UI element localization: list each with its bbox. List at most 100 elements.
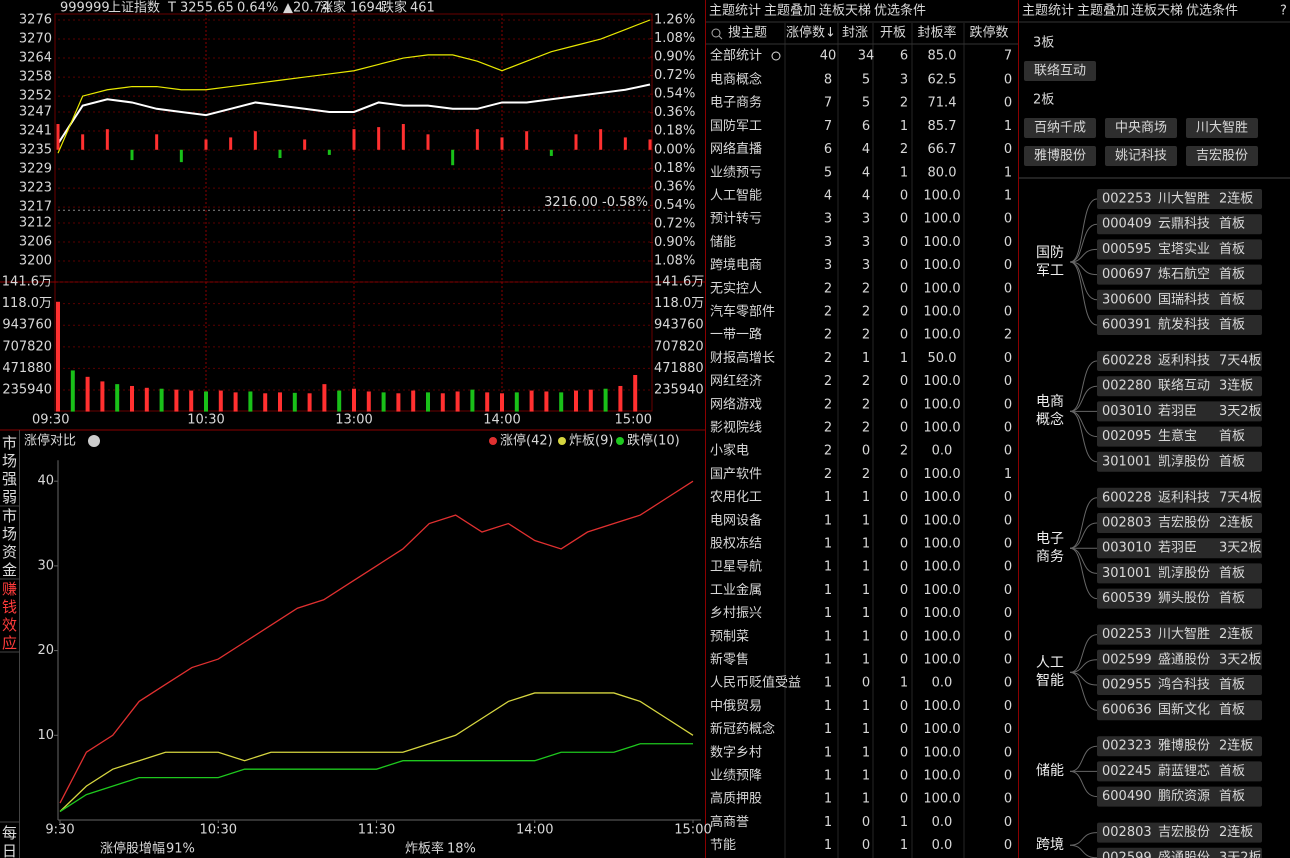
stock-button[interactable]	[1024, 118, 1096, 138]
tab[interactable]: 主题叠加	[1077, 4, 1129, 19]
theme-name[interactable]: 财报高增长	[710, 350, 775, 366]
theme-name[interactable]: 影视院线	[710, 421, 762, 436]
stock-name[interactable]: 川大智胜	[1158, 627, 1210, 642]
stock-code[interactable]: 000697	[1102, 267, 1152, 282]
theme-name[interactable]: 全部统计	[710, 48, 762, 64]
stock-tag[interactable]: 2连板	[1219, 626, 1253, 642]
tab[interactable]: 优选条件	[1186, 3, 1238, 19]
theme-name[interactable]: 国产软件	[710, 467, 762, 482]
column-header[interactable]: 搜主题	[728, 26, 767, 41]
tab[interactable]: 连板天梯	[1131, 3, 1183, 19]
search-icon[interactable]	[711, 28, 721, 38]
stock-name[interactable]: 吉宏股份	[1158, 825, 1210, 840]
stock-code[interactable]: 600636	[1102, 703, 1152, 718]
column-header[interactable]: 涨停数↓	[786, 25, 836, 41]
tab[interactable]: ?	[1280, 4, 1287, 19]
stock-button-label[interactable]: 川大智胜	[1196, 121, 1248, 136]
theme-name[interactable]: 卫星导航	[710, 559, 762, 575]
stock-name[interactable]: 炼石航空	[1158, 266, 1210, 282]
theme-name[interactable]: 业绩预降	[710, 769, 762, 784]
stock-button-label[interactable]: 吉宏股份	[1196, 149, 1248, 164]
stock-item[interactable]	[1097, 538, 1262, 559]
theme-name[interactable]: 高商誉	[710, 814, 749, 830]
stock-name[interactable]: 盛通股份	[1158, 850, 1210, 858]
stock-button[interactable]	[1024, 61, 1096, 81]
stock-code[interactable]: 000409	[1102, 217, 1152, 232]
theme-name[interactable]: 电子商务	[710, 95, 762, 111]
stock-button[interactable]	[1105, 118, 1177, 138]
stock-name[interactable]: 宝塔实业	[1158, 242, 1210, 257]
stock-item[interactable]	[1097, 513, 1262, 533]
stock-item[interactable]	[1097, 315, 1262, 335]
stock-item[interactable]	[1097, 761, 1262, 782]
theme-name[interactable]: 新零售	[710, 652, 749, 668]
theme-name[interactable]: 跨境电商	[710, 258, 762, 273]
theme-name[interactable]: 业绩预亏	[710, 165, 762, 180]
stock-tag[interactable]: 首板	[1219, 764, 1245, 779]
stock-button[interactable]	[1186, 146, 1258, 166]
theme-name[interactable]: 电网设备	[710, 512, 762, 528]
stock-code[interactable]: 600391	[1102, 318, 1152, 333]
tab[interactable]: 优选条件	[874, 3, 926, 19]
stock-item[interactable]	[1097, 239, 1262, 260]
theme-name[interactable]: 储能	[710, 235, 736, 250]
theme-name[interactable]: 国防军工	[710, 118, 762, 134]
stock-tag[interactable]: 3天2板	[1219, 850, 1262, 858]
theme-name[interactable]: 无实控人	[710, 281, 762, 296]
stock-code[interactable]: 600228	[1102, 354, 1152, 369]
stock-code[interactable]: 002253	[1102, 627, 1152, 642]
stock-tag[interactable]: 2连板	[1219, 191, 1253, 207]
theme-name[interactable]: 乡村振兴	[710, 606, 762, 621]
stock-item[interactable]	[1097, 189, 1262, 209]
stock-name[interactable]: 鸿合科技	[1158, 677, 1210, 693]
stock-name[interactable]: 生意宝	[1158, 428, 1197, 444]
stock-name[interactable]: 国瑞科技	[1158, 292, 1210, 307]
stock-button[interactable]	[1186, 118, 1258, 138]
stock-button-label[interactable]: 姚记科技	[1115, 149, 1167, 164]
stock-item[interactable]	[1097, 487, 1262, 508]
stock-tag[interactable]: 首板	[1219, 678, 1245, 693]
stock-name[interactable]: 鹏欣资源	[1158, 789, 1210, 804]
stock-item[interactable]	[1097, 401, 1262, 422]
column-header[interactable]: 开板	[880, 26, 906, 41]
theme-name[interactable]: 节能	[710, 838, 736, 853]
stock-item[interactable]	[1097, 847, 1262, 858]
theme-name[interactable]: 数字乡村	[710, 745, 762, 760]
stock-tag[interactable]: 3天2板	[1219, 652, 1262, 667]
stock-tag[interactable]: 首板	[1219, 703, 1245, 718]
stock-tag[interactable]: 首板	[1219, 318, 1245, 333]
stock-item[interactable]	[1097, 675, 1262, 695]
stock-name[interactable]: 凯淳股份	[1158, 565, 1210, 581]
column-header[interactable]: 封涨	[842, 26, 868, 41]
stock-item[interactable]	[1097, 563, 1262, 584]
stock-tag[interactable]: 首板	[1219, 454, 1245, 469]
stock-tag[interactable]: 首板	[1219, 429, 1245, 444]
theme-name[interactable]: 中俄贸易	[710, 699, 762, 714]
theme-name[interactable]: 预计转亏	[710, 212, 762, 227]
theme-name[interactable]: 汽车零部件	[710, 304, 775, 320]
stock-code[interactable]: 600228	[1102, 490, 1152, 505]
stock-item[interactable]	[1097, 822, 1262, 843]
stock-tag[interactable]: 2连板	[1219, 824, 1253, 840]
stock-tag[interactable]: 首板	[1219, 292, 1245, 307]
side-tab[interactable]: 赚钱效应	[1, 580, 17, 652]
stock-code[interactable]: 002599	[1102, 652, 1152, 667]
stock-name[interactable]: 盛通股份	[1158, 652, 1210, 667]
theme-name[interactable]: 股权冻结	[710, 536, 762, 552]
stock-code[interactable]: 002955	[1102, 678, 1152, 693]
theme-name[interactable]: 网络直播	[710, 141, 762, 157]
stock-name[interactable]: 返利科技	[1158, 490, 1210, 505]
column-header[interactable]: 跌停数	[969, 25, 1008, 41]
stock-tag[interactable]: 首板	[1219, 566, 1245, 581]
theme-name[interactable]: 农用化工	[710, 490, 762, 505]
stock-item[interactable]	[1097, 786, 1262, 807]
stock-item[interactable]	[1097, 451, 1262, 472]
theme-name[interactable]: 高质押股	[710, 791, 762, 807]
stock-tag[interactable]: 首板	[1219, 789, 1245, 804]
stock-tag[interactable]: 2连板	[1219, 738, 1253, 754]
stock-button[interactable]	[1024, 146, 1096, 166]
stock-code[interactable]: 002323	[1102, 739, 1152, 754]
stock-tag[interactable]: 首板	[1219, 267, 1245, 282]
stock-tag[interactable]: 首板	[1219, 217, 1245, 232]
theme-name[interactable]: 人工智能	[710, 189, 762, 204]
